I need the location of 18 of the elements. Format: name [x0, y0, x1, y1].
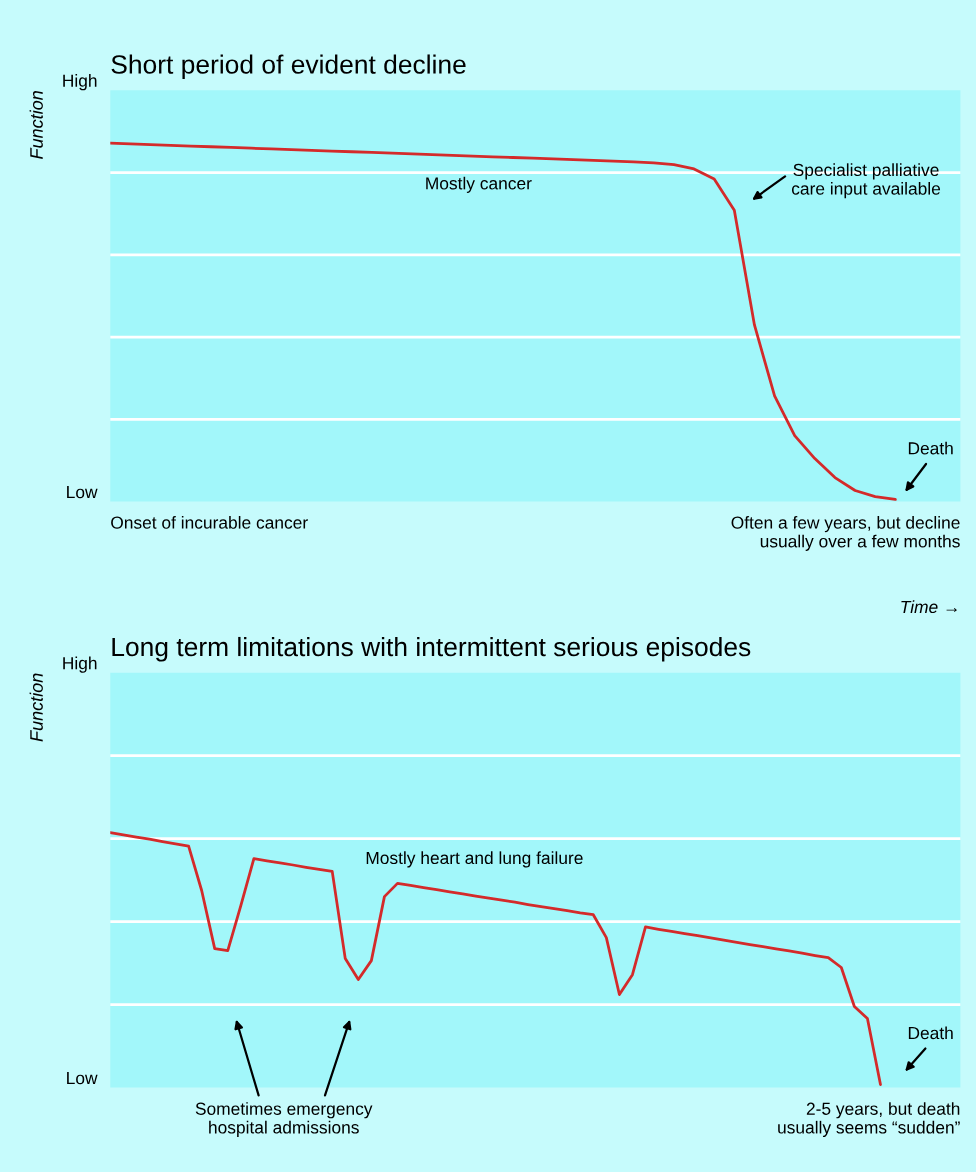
text: Onset of incurable cancer [111, 516, 308, 529]
annotation: Mostly heart and lung failure [366, 851, 583, 868]
text: Low [67, 1072, 98, 1085]
chart-title: Short period of evident decline [111, 54, 466, 80]
annotation: Mostly cancer [426, 176, 532, 193]
y-axis-title: Function [29, 91, 43, 159]
text: Sometimes emergency hospital admissions [195, 1102, 373, 1138]
text: Time → [901, 600, 957, 614]
y-axis-title: Function [29, 673, 43, 742]
chart-title: Long term limitations with intermittent serious episodes [112, 636, 751, 662]
annotation: Specialist palliative care input available [791, 163, 941, 199]
text: Death [908, 441, 953, 455]
text: Death [908, 1026, 953, 1040]
text: Often a few years, but decline usually over a few months [731, 516, 960, 551]
text: High [63, 74, 97, 91]
text: High [63, 656, 97, 673]
text: Low [67, 486, 98, 499]
text: 2-5 years, but death usually seems “sudden” [778, 1102, 960, 1138]
